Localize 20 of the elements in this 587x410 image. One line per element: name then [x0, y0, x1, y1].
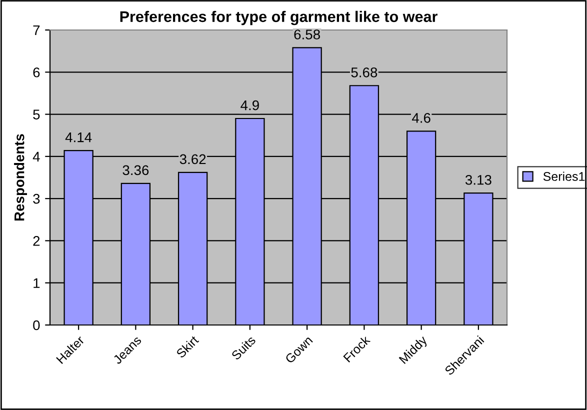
y-tick-label: 4 — [32, 152, 40, 162]
y-axis-title: Respondents — [14, 134, 27, 221]
data-label: 4.6 — [412, 113, 430, 123]
data-label: 3.13 — [465, 174, 492, 185]
y-tick-label: 7 — [33, 25, 40, 36]
y-tick-label: 6 — [33, 67, 40, 78]
y-tick-label: 0 — [33, 320, 40, 330]
y-tick-label: 1 — [34, 278, 40, 288]
chart-title: Preferences for type of garment like to wear — [120, 10, 438, 26]
data-label: 4.9 — [240, 100, 259, 110]
data-label: 4.14 — [65, 132, 92, 142]
y-tick-label: 5 — [33, 110, 40, 120]
data-label: 5.68 — [351, 67, 378, 78]
data-label: 6.58 — [294, 30, 320, 40]
data-label: 3.62 — [180, 154, 206, 164]
data-label: 3.36 — [122, 165, 149, 176]
x-tick-label: Skirt — [176, 334, 200, 358]
legend-label: Series1 — [543, 172, 585, 181]
y-tick-label: 3 — [33, 194, 40, 204]
y-tick-label: 2 — [33, 236, 40, 246]
